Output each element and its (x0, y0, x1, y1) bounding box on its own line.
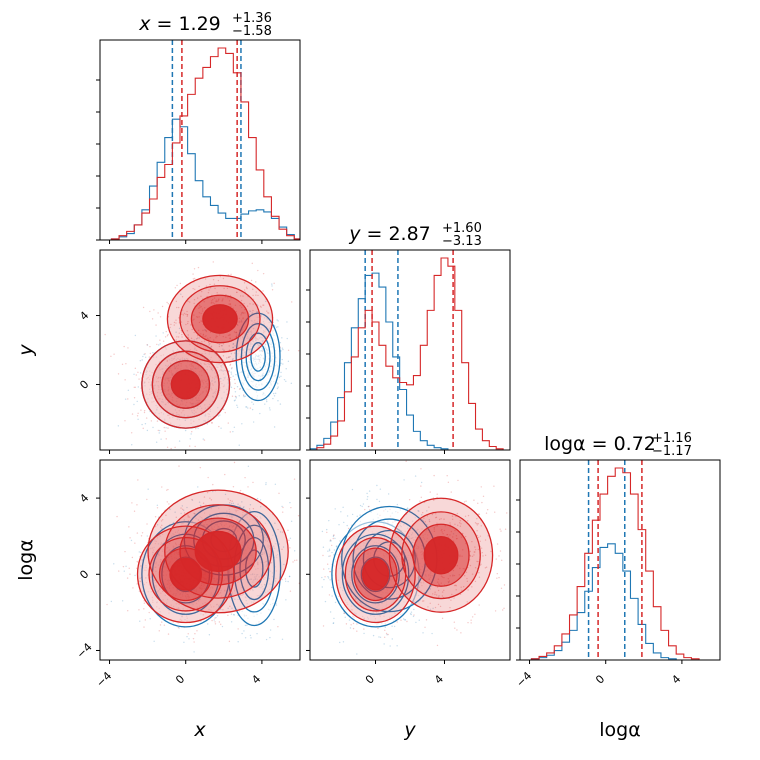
panel-frame-2-1 (309, 459, 511, 661)
panel-frame-1-0 (99, 249, 301, 451)
histogram-line-loga-series0 (523, 543, 684, 660)
histogram-panel-loga (523, 460, 707, 660)
histogram-line-x-series0 (103, 118, 300, 240)
panel-frame-0-0 (99, 39, 301, 241)
x-tick-label-loga: 0 (593, 672, 607, 686)
param-title-y: y = 2.87 (348, 223, 431, 245)
title-plus-error: +1.16 (652, 431, 692, 446)
title-plus-error: +1.60 (442, 221, 482, 236)
x-tick-label-x: 4 (249, 672, 263, 686)
title-minus-error: −1.58 (232, 24, 272, 39)
y-axis-label-y: y (15, 344, 37, 357)
histogram-line-y-series1 (310, 257, 504, 450)
x-tick-label-loga: −4 (514, 669, 535, 690)
panel-frame-2-0 (99, 459, 301, 661)
title-minus-error: −1.17 (652, 444, 692, 459)
histogram-panel-y (310, 250, 504, 450)
x-axis-label-loga: logα (599, 719, 641, 741)
y-tick-label-loga: 0 (77, 568, 91, 582)
x-axis-label-y: y (403, 719, 416, 741)
title-value: = 1.29 (150, 13, 220, 35)
y-tick-label-loga: −4 (74, 640, 95, 661)
x-tick-label-x: 0 (173, 672, 187, 686)
title-plus-error: +1.36 (232, 11, 272, 26)
title-value: = 2.87 (360, 223, 430, 245)
histogram-line-loga-series1 (523, 467, 707, 660)
title-name: logα (544, 433, 586, 455)
x-tick-label-y: 4 (432, 672, 446, 686)
title-name: x (138, 13, 151, 35)
contours-series1 (136, 489, 289, 624)
histogram-panel-x (103, 40, 300, 240)
histogram-line-x-series1 (103, 47, 300, 240)
contours-series1 (335, 497, 494, 624)
x-tick-label-loga: 4 (669, 672, 683, 686)
panel-frame-2-2 (519, 459, 721, 661)
y-tick-label-loga: 4 (77, 491, 91, 505)
param-title-loga: logα = 0.72 (544, 433, 656, 455)
param-title-x: x = 1.29 (138, 13, 221, 35)
histogram-line-y-series0 (310, 272, 462, 450)
title-minus-error: −3.13 (442, 234, 482, 249)
y-tick-label-y: 0 (77, 378, 91, 392)
density-panel-x-loga (106, 461, 300, 653)
panel-frame-1-1 (309, 249, 511, 451)
title-name: y (348, 223, 361, 245)
x-axis-label-x: x (193, 719, 206, 741)
x-tick-label-x: −4 (94, 669, 115, 690)
y-axis-label-loga: logα (15, 539, 37, 581)
contours-series1 (141, 274, 274, 429)
x-tick-label-y: 0 (363, 672, 377, 686)
density-panel-y-loga (321, 460, 508, 655)
title-value: = 0.72 (586, 433, 656, 455)
y-tick-label-y: 4 (77, 309, 91, 323)
density-panel-x-y (104, 261, 300, 450)
